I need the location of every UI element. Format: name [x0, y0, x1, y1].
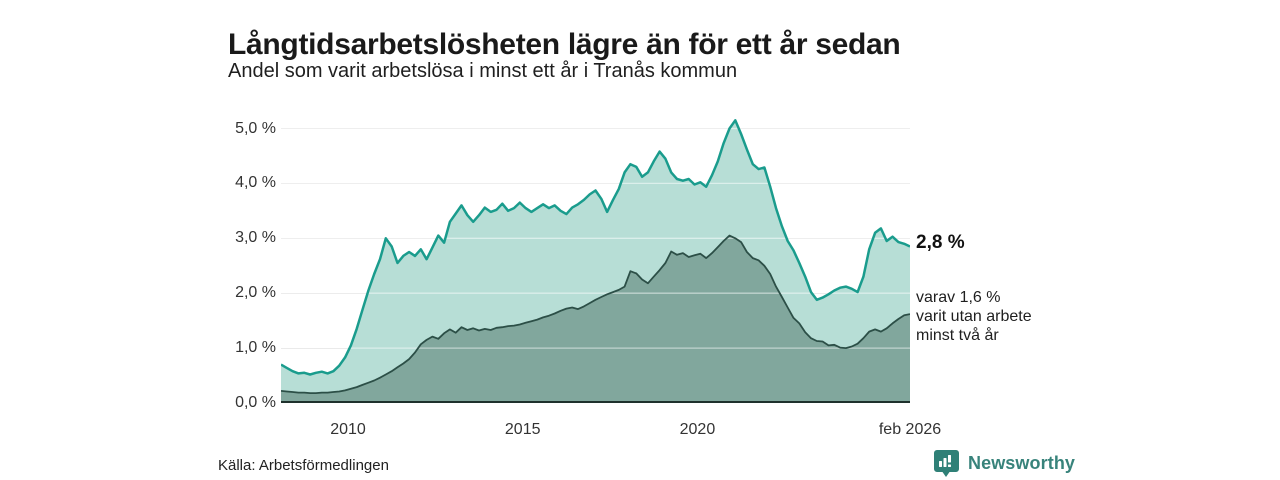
x-tick-label: 2020	[679, 421, 716, 438]
secondary-annotation: varav 1,6 % varit utan arbete minst två …	[916, 289, 1032, 344]
newsworthy-logo-icon	[933, 449, 960, 478]
y-tick-label: 1,0 %	[235, 339, 276, 357]
newsworthy-wordmark: Newsworthy	[968, 452, 1076, 473]
series-total-line	[281, 119, 910, 376]
x-tick-label: feb 2026	[878, 421, 942, 438]
y-tick-label: 4,0 %	[235, 174, 276, 192]
area-chart-plot	[281, 119, 910, 404]
chart-subtitle: Andel som varit arbetslösa i minst ett å…	[228, 60, 738, 82]
newsworthy-logo: Newsworthy	[933, 448, 1075, 478]
end-value-label: 2,8 %	[916, 232, 965, 253]
y-tick-label: 5,0 %	[235, 119, 276, 137]
y-tick-label: 0,0 %	[235, 394, 276, 411]
series-twoyear-line	[281, 234, 910, 395]
series-twoyear-area	[281, 235, 910, 403]
source-text: Källa: Arbetsförmedlingen	[218, 457, 389, 474]
x-tick-label: 2010	[330, 421, 366, 438]
x-tick-label: 2015	[504, 421, 541, 438]
y-tick-label: 2,0 %	[235, 284, 276, 302]
y-tick-label: 3,0 %	[235, 229, 276, 247]
page-title: Långtidsarbetslösheten lägre än för ett …	[228, 28, 901, 62]
